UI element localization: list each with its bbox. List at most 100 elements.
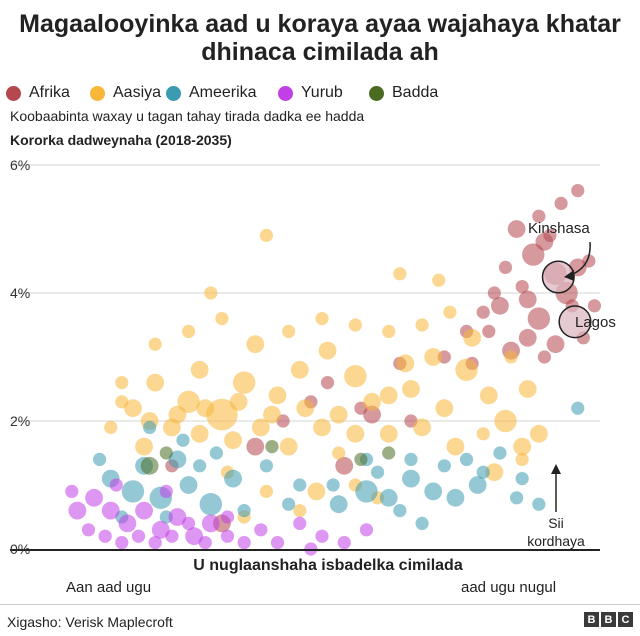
bubble-aasiya — [115, 395, 129, 409]
bubble-aasiya — [190, 360, 209, 379]
bubble-aasiya — [282, 324, 296, 338]
bubble-aasiya — [190, 424, 209, 443]
bubble-aasiya — [344, 365, 367, 388]
bubble-yurub — [148, 536, 162, 550]
bubble-yurub — [101, 501, 120, 520]
bubble-ameerika — [121, 480, 145, 503]
bubble-afrika — [546, 335, 565, 354]
bubble-aasiya — [313, 418, 331, 437]
bubble-aasiya — [329, 405, 348, 424]
bubble-afrika — [507, 220, 526, 238]
legend-label-yurub: Yurub — [301, 84, 343, 101]
legend-swatch-aasiya — [90, 85, 105, 101]
bbc-logo: B B C — [584, 612, 633, 627]
bubble-ameerika — [168, 450, 187, 469]
bubble-aasiya — [315, 312, 329, 326]
bubble-aasiya — [206, 398, 238, 431]
bubble-yurub — [109, 478, 123, 492]
bubble-ameerika — [393, 504, 407, 518]
y-tick-label: 4% — [10, 285, 30, 301]
bubble-afrika — [518, 290, 537, 309]
city-highlights: Kinshasa Lagos — [528, 220, 616, 339]
bubble-aasiya — [455, 358, 478, 381]
bubble-aasiya — [263, 405, 281, 424]
bbc-logo-letter: B — [584, 612, 599, 627]
bubble-yurub — [85, 488, 103, 507]
bubble-aasiya — [402, 380, 420, 398]
bubble-size-note: Koobaabinta waxay u tagan tahay tirada d… — [10, 108, 365, 124]
bubble-aasiya — [424, 348, 443, 366]
bubble-aasiya — [363, 392, 381, 411]
x-axis-low-label: Aan aad ugu — [66, 579, 151, 596]
legend-label-aasiya: Aasiya — [113, 84, 162, 101]
bubble-yurub — [181, 516, 196, 531]
y-tick-labels: 0% 2% 4% 6% — [10, 157, 30, 557]
bbc-logo-letter: B — [601, 612, 616, 627]
bubble-ameerika — [224, 469, 242, 488]
bubble-ameerika — [459, 452, 474, 466]
bubble-ameerika — [404, 452, 418, 466]
bubble-yurub — [220, 529, 235, 543]
bubble-aasiya — [115, 376, 129, 390]
bubble-aasiya — [215, 312, 229, 326]
bubble-yurub — [151, 520, 170, 539]
bubble-aasiya — [146, 373, 165, 392]
bubble-aasiya — [224, 431, 242, 450]
bubble-aasiya — [259, 484, 273, 498]
bubble-aasiya — [290, 360, 309, 379]
bubble-ameerika — [237, 504, 251, 518]
increasing-label-line1: Sii — [548, 515, 564, 531]
y-axis-title: Kororka dadweynaha (2018-2035) — [10, 132, 232, 148]
bubble-ameerika — [571, 401, 585, 415]
bubble-aasiya — [279, 437, 298, 456]
bubble-yurub — [337, 536, 351, 550]
bubble-yurub — [254, 523, 268, 537]
bubble-aasiya — [348, 318, 362, 332]
bubble-yurub — [81, 523, 96, 537]
bubble-ameerika — [259, 459, 273, 473]
bubble-ameerika — [199, 493, 222, 516]
bubble-yurub — [115, 536, 129, 550]
bubble-yurub — [68, 501, 87, 520]
bubble-yurub — [135, 501, 153, 520]
bubble-aasiya — [229, 392, 248, 411]
bubble-ameerika — [143, 420, 157, 434]
bubble-aasiya — [307, 482, 326, 501]
bubble-aasiya — [168, 405, 187, 424]
bubble-yurub — [315, 529, 329, 543]
bubble-badda — [140, 456, 159, 475]
bubble-ameerika — [415, 516, 429, 531]
chart-title: Magaalooyinka aad u koraya ayaa wajahaya… — [19, 10, 621, 66]
bubble-aasiya — [413, 418, 431, 437]
y-tick-label: 2% — [10, 413, 30, 429]
legend-label-badda: Badda — [392, 84, 439, 101]
bubble-aasiya — [246, 335, 265, 354]
bubble-ameerika — [402, 469, 420, 488]
bubble-yurub — [270, 536, 285, 550]
kinshasa-arrowhead — [564, 270, 574, 281]
bubble-ameerika — [93, 452, 107, 466]
bubble-aasiya — [332, 446, 346, 460]
bubble-yurub — [237, 536, 251, 550]
bubbles — [65, 184, 602, 556]
bubble-aasiya — [177, 390, 200, 413]
x-axis-title: U nuglaanshaha isbadelka cimilada — [193, 557, 463, 574]
bubble-aasiya — [446, 437, 465, 456]
bubble-ameerika — [532, 497, 546, 511]
lagos-label: Lagos — [575, 314, 616, 331]
bubble-aasiya — [318, 341, 337, 360]
legend-item-yurub: Yurub — [278, 82, 343, 104]
bubble-aasiya — [518, 380, 537, 398]
bubble-aasiya — [124, 399, 142, 418]
bubble-ameerika — [493, 446, 507, 460]
bubble-badda — [159, 446, 173, 460]
bubble-aasiya — [494, 409, 517, 433]
legend-swatch-afrika — [6, 85, 21, 101]
bubble-afrika — [537, 350, 552, 364]
bubble-aasiya — [379, 424, 398, 443]
legend-item-ameerika: Ameerika — [166, 82, 257, 104]
bubble-ameerika — [355, 480, 378, 503]
bubble-ameerika — [371, 465, 385, 479]
scatter-plot: 0% 2% 4% 6% Kinshasa Lagos U nuglaanshaha is… — [10, 157, 616, 596]
bubble-aasiya — [432, 273, 446, 287]
